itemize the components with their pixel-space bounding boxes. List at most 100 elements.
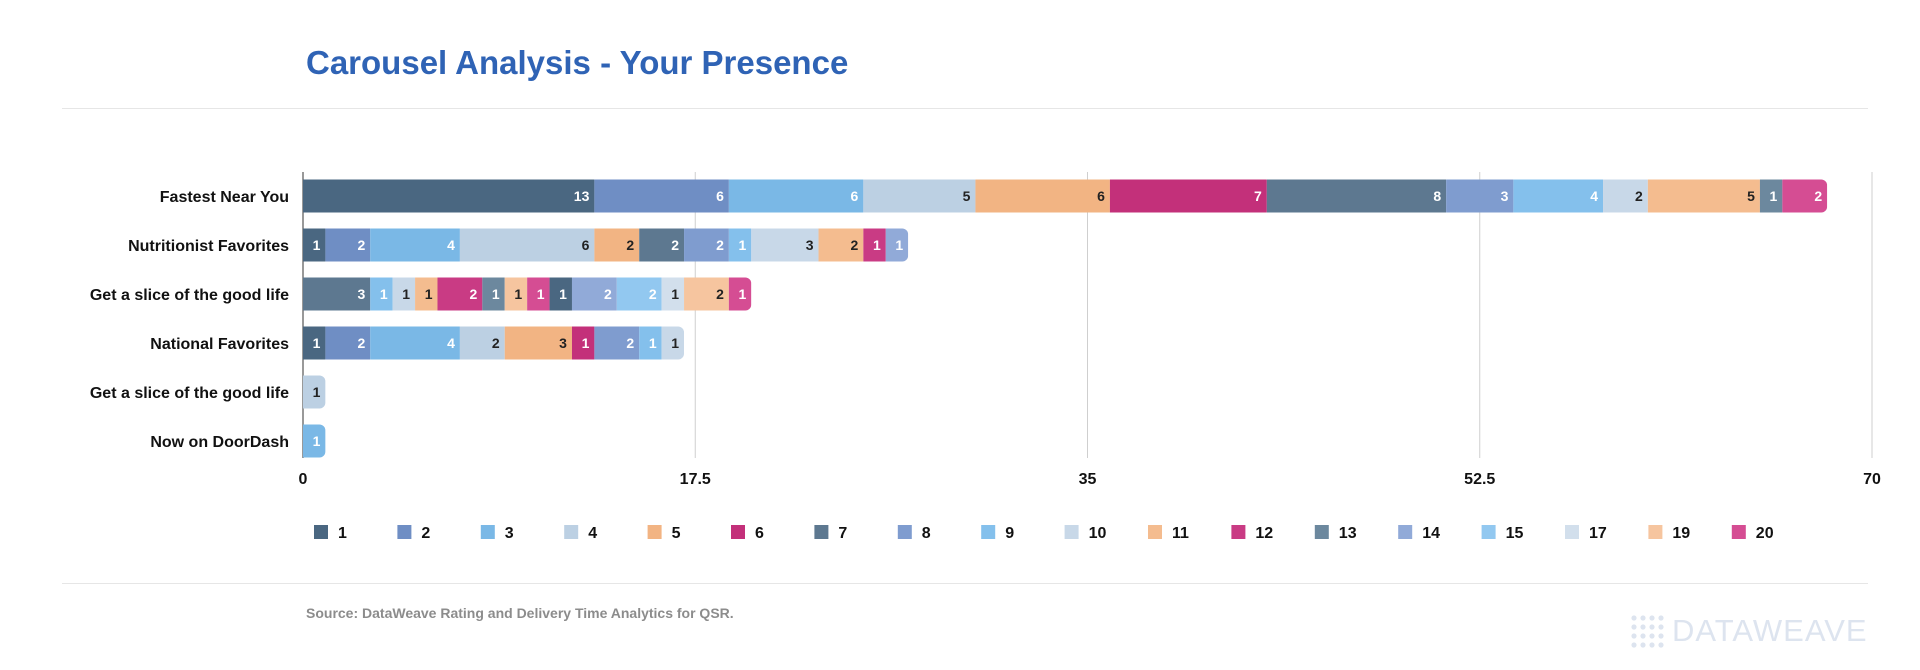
data-label: 6 (1097, 188, 1105, 204)
data-label: 3 (806, 237, 814, 253)
bar-segment (392, 277, 416, 311)
data-label: 4 (447, 335, 455, 351)
bar-segment (594, 228, 640, 262)
bar-segment (684, 277, 729, 311)
data-label: 1 (514, 286, 522, 302)
data-label: 7 (1254, 188, 1262, 204)
legend-label: 9 (1005, 525, 1014, 542)
data-label: 2 (626, 237, 634, 253)
data-label: 1 (313, 335, 321, 351)
legend-label: 19 (1672, 525, 1690, 542)
data-label: 1 (582, 335, 590, 351)
category-label: National Favorites (150, 336, 289, 353)
bar-segment (728, 228, 752, 262)
data-label: 1 (492, 286, 500, 302)
data-label: 1 (313, 237, 321, 253)
legend-swatch (731, 525, 745, 539)
category-label: Fastest Near You (160, 189, 289, 206)
header-divider (62, 108, 1868, 109)
data-label: 2 (1635, 188, 1643, 204)
data-label: 1 (537, 286, 545, 302)
legend-label: 20 (1756, 525, 1774, 542)
data-label: 1 (1770, 188, 1778, 204)
data-label: 1 (738, 237, 746, 253)
bar-segment (594, 179, 729, 213)
legend-label: 3 (505, 525, 514, 542)
brand-dots-icon (1631, 615, 1664, 648)
data-label: 2 (716, 237, 724, 253)
category-label: Get a slice of the good life (90, 385, 289, 402)
data-label: 13 (574, 188, 590, 204)
legend-swatch (1731, 525, 1746, 539)
data-label: 1 (738, 286, 746, 302)
data-label: 1 (873, 237, 881, 253)
data-label: 2 (851, 237, 859, 253)
bar-segment (975, 179, 1110, 213)
legend-label: 11 (1172, 525, 1189, 542)
data-label: 4 (447, 237, 455, 253)
data-label: 1 (649, 335, 657, 351)
x-tick-label: 35 (1079, 471, 1097, 488)
bar-segment (1266, 179, 1447, 213)
bar-segment (1109, 179, 1267, 213)
bar-segment (594, 326, 640, 360)
legend-label: 5 (672, 525, 681, 542)
legend-label: 2 (421, 525, 430, 542)
bar-segment (370, 228, 460, 262)
source-note: Source: DataWeave Rating and Delivery Ti… (306, 605, 734, 621)
data-label: 1 (313, 384, 321, 400)
data-label: 2 (716, 286, 724, 302)
bar-segment (370, 277, 393, 311)
bar-segment (325, 228, 371, 262)
bar-segment (751, 228, 819, 262)
bar-row (303, 228, 909, 262)
brand-name: DATAWEAVE (1672, 613, 1868, 648)
bar-row (303, 326, 685, 360)
bar-segment (504, 326, 572, 360)
bar-segment (325, 326, 371, 360)
bar-row (303, 179, 1828, 213)
legend-swatch (1064, 525, 1079, 539)
data-label: 2 (649, 286, 657, 302)
bar-segment (1782, 179, 1828, 213)
bar-row (303, 424, 326, 458)
bar-segment (415, 277, 438, 311)
bar-segment (661, 277, 685, 311)
bar-segment (527, 277, 550, 311)
legend-swatch (1231, 525, 1246, 539)
legend-swatch (480, 525, 495, 539)
legend-label: 13 (1339, 525, 1357, 542)
bar-segment (571, 326, 595, 360)
legend-swatch (1148, 525, 1162, 539)
bar-segment (661, 326, 685, 360)
bar-segment (818, 228, 864, 262)
bar-segment (482, 277, 505, 311)
data-label: 1 (402, 286, 410, 302)
legend-label: 8 (922, 525, 931, 542)
legend-label: 15 (1506, 525, 1524, 542)
bar-segment (571, 277, 617, 311)
x-tick-label: 52.5 (1464, 471, 1495, 488)
legend-label: 4 (588, 525, 597, 542)
legend-label: 10 (1089, 525, 1107, 542)
x-tick-label: 17.5 (680, 471, 711, 488)
data-label: 6 (851, 188, 859, 204)
bar-segment (684, 228, 729, 262)
data-label: 5 (963, 188, 971, 204)
data-label: 1 (313, 433, 321, 449)
bar-segment (370, 326, 460, 360)
legend-swatch (1481, 525, 1496, 539)
data-label: 2 (357, 335, 365, 351)
legend-swatch (647, 525, 662, 539)
footer-divider (62, 583, 1868, 584)
bar-segment (459, 326, 505, 360)
data-label: 2 (470, 286, 478, 302)
data-label: 1 (380, 286, 388, 302)
bar-segment (1603, 179, 1648, 213)
legend-swatch (1648, 525, 1663, 539)
data-label: 2 (357, 237, 365, 253)
data-label: 6 (716, 188, 724, 204)
bar-segment (728, 179, 864, 213)
data-label: 3 (357, 286, 365, 302)
